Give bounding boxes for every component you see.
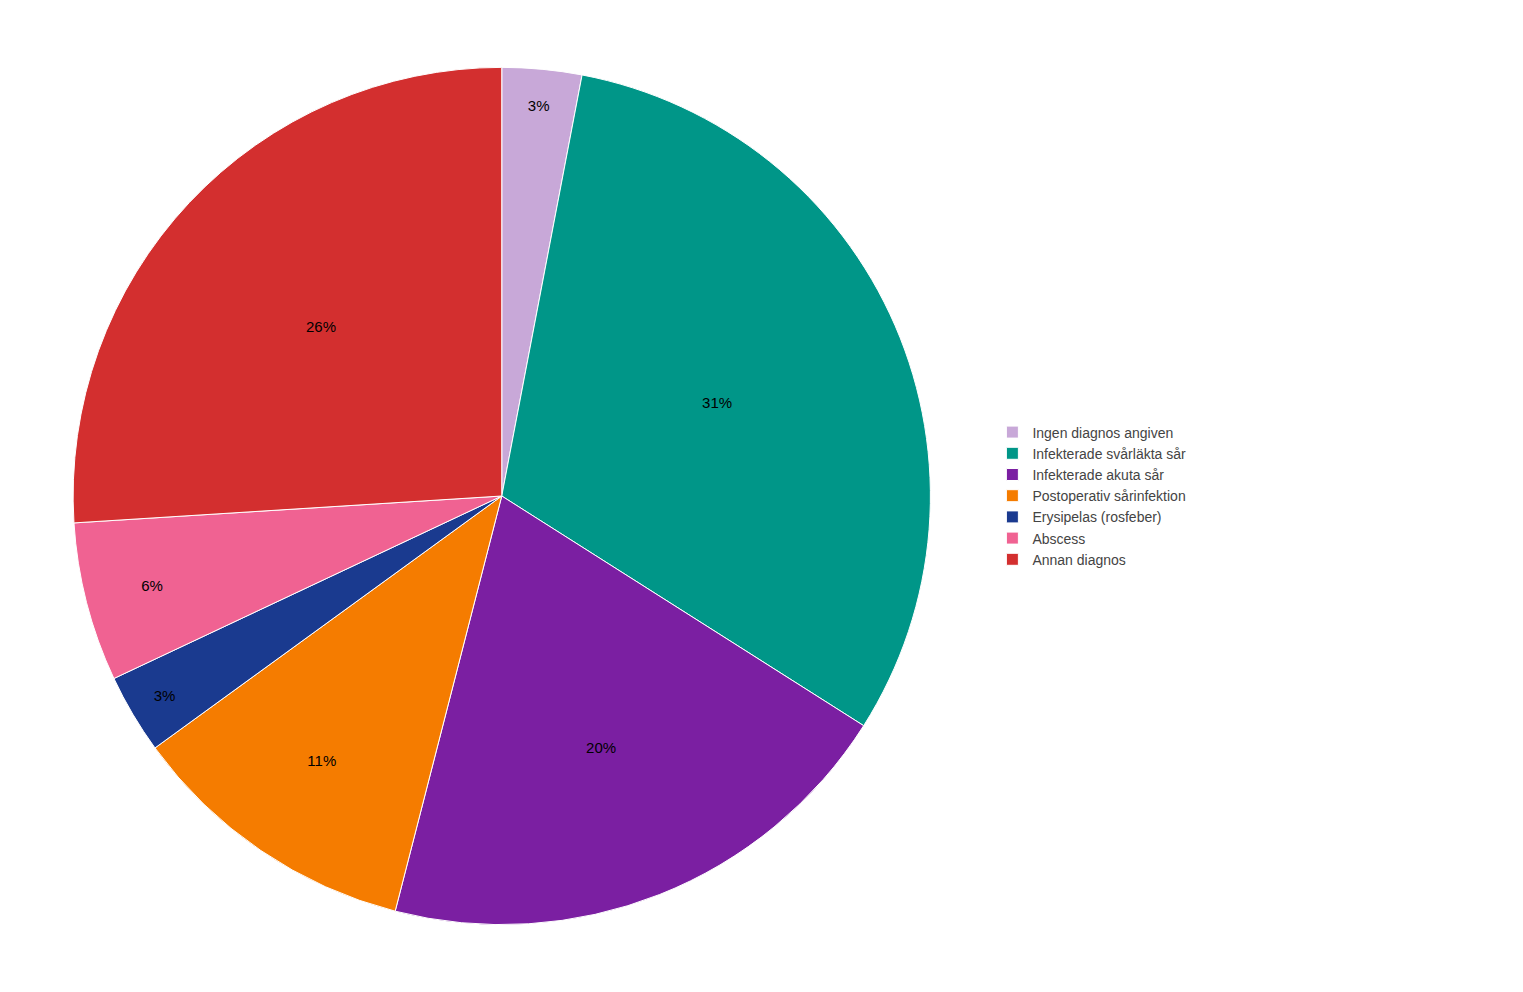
svg-text:Infekterade akuta sår: Infekterade akuta sår xyxy=(1032,467,1164,483)
svg-text:Abscess: Abscess xyxy=(1032,531,1085,547)
svg-text:31%: 31% xyxy=(702,394,732,411)
svg-text:Erysipelas (rosfeber): Erysipelas (rosfeber) xyxy=(1032,509,1161,525)
svg-text:Annan diagnos: Annan diagnos xyxy=(1032,552,1125,568)
svg-text:Infekterade svårläkta sår: Infekterade svårläkta sår xyxy=(1032,446,1186,462)
svg-text:3%: 3% xyxy=(528,97,550,114)
svg-text:11%: 11% xyxy=(307,752,336,769)
svg-text:3%: 3% xyxy=(154,687,176,704)
svg-text:Ingen diagnos angiven: Ingen diagnos angiven xyxy=(1032,425,1173,441)
svg-text:20%: 20% xyxy=(586,739,616,756)
svg-text:26%: 26% xyxy=(306,318,336,335)
svg-text:6%: 6% xyxy=(141,577,163,594)
svg-text:Postoperativ sårinfektion: Postoperativ sårinfektion xyxy=(1032,488,1185,504)
